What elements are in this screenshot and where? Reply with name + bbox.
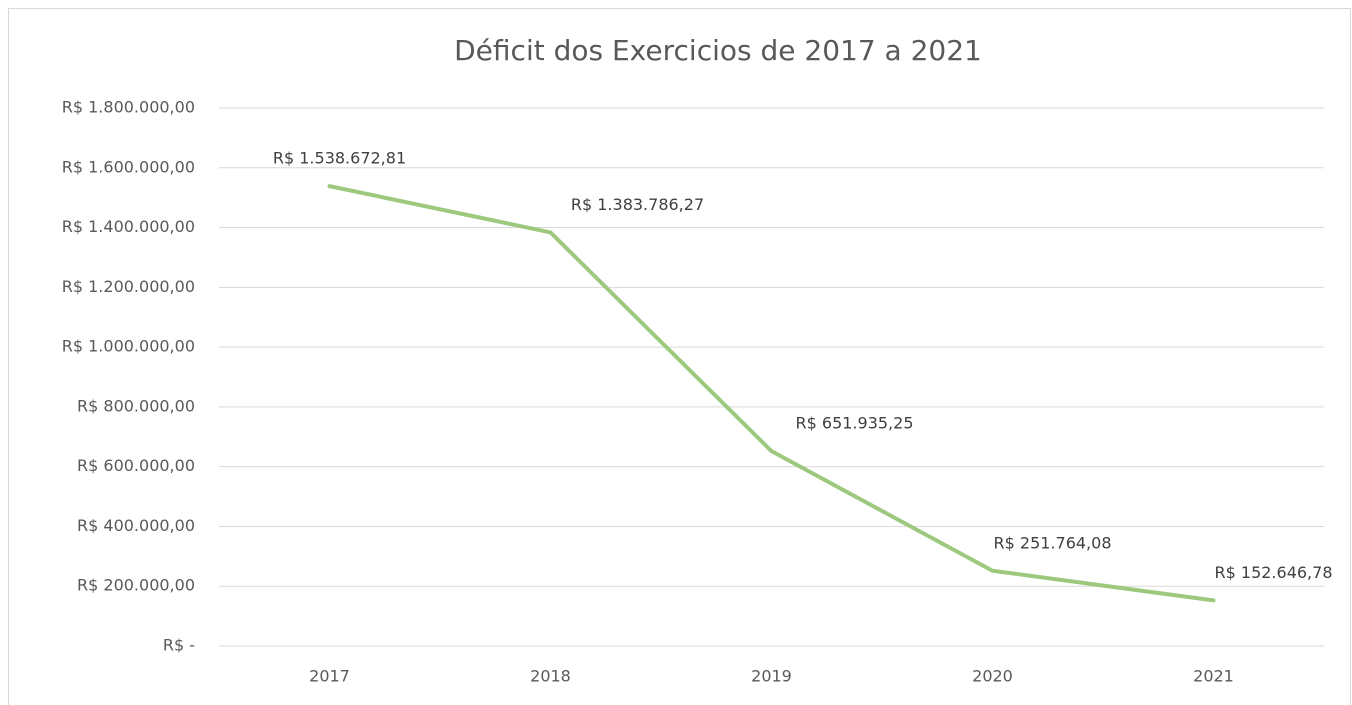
data-label: R$ 152.646,78 [1215, 563, 1333, 582]
x-tick-label: 2019 [751, 667, 792, 686]
y-tick-label: R$ 1.000.000,00 [62, 337, 195, 356]
data-label: R$ 651.935,25 [796, 414, 914, 433]
y-tick-label: R$ 1.200.000,00 [62, 277, 195, 296]
x-tick-label: 2018 [530, 667, 571, 686]
y-tick-label: R$ 1.400.000,00 [62, 217, 195, 236]
y-tick-label: R$ - [163, 636, 195, 655]
data-label: R$ 1.383.786,27 [571, 195, 704, 214]
y-tick-label: R$ 1.800.000,00 [62, 98, 195, 117]
y-tick-label: R$ 600.000,00 [77, 456, 195, 475]
y-tick-label: R$ 200.000,00 [77, 576, 195, 595]
x-tick-label: 2021 [1193, 667, 1234, 686]
data-label: R$ 251.764,08 [994, 533, 1112, 552]
chart-title: Déficit dos Exercicios de 2017 a 2021 [454, 34, 982, 67]
data-line [327, 184, 1216, 603]
y-tick-label: R$ 800.000,00 [77, 396, 195, 415]
data-label: R$ 1.538.672,81 [273, 149, 406, 168]
x-tick-label: 2017 [309, 667, 350, 686]
y-tick-label: R$ 1.600.000,00 [62, 157, 195, 176]
y-tick-label: R$ 400.000,00 [77, 516, 195, 535]
x-tick-label: 2020 [972, 667, 1013, 686]
chart-border [8, 8, 1351, 705]
